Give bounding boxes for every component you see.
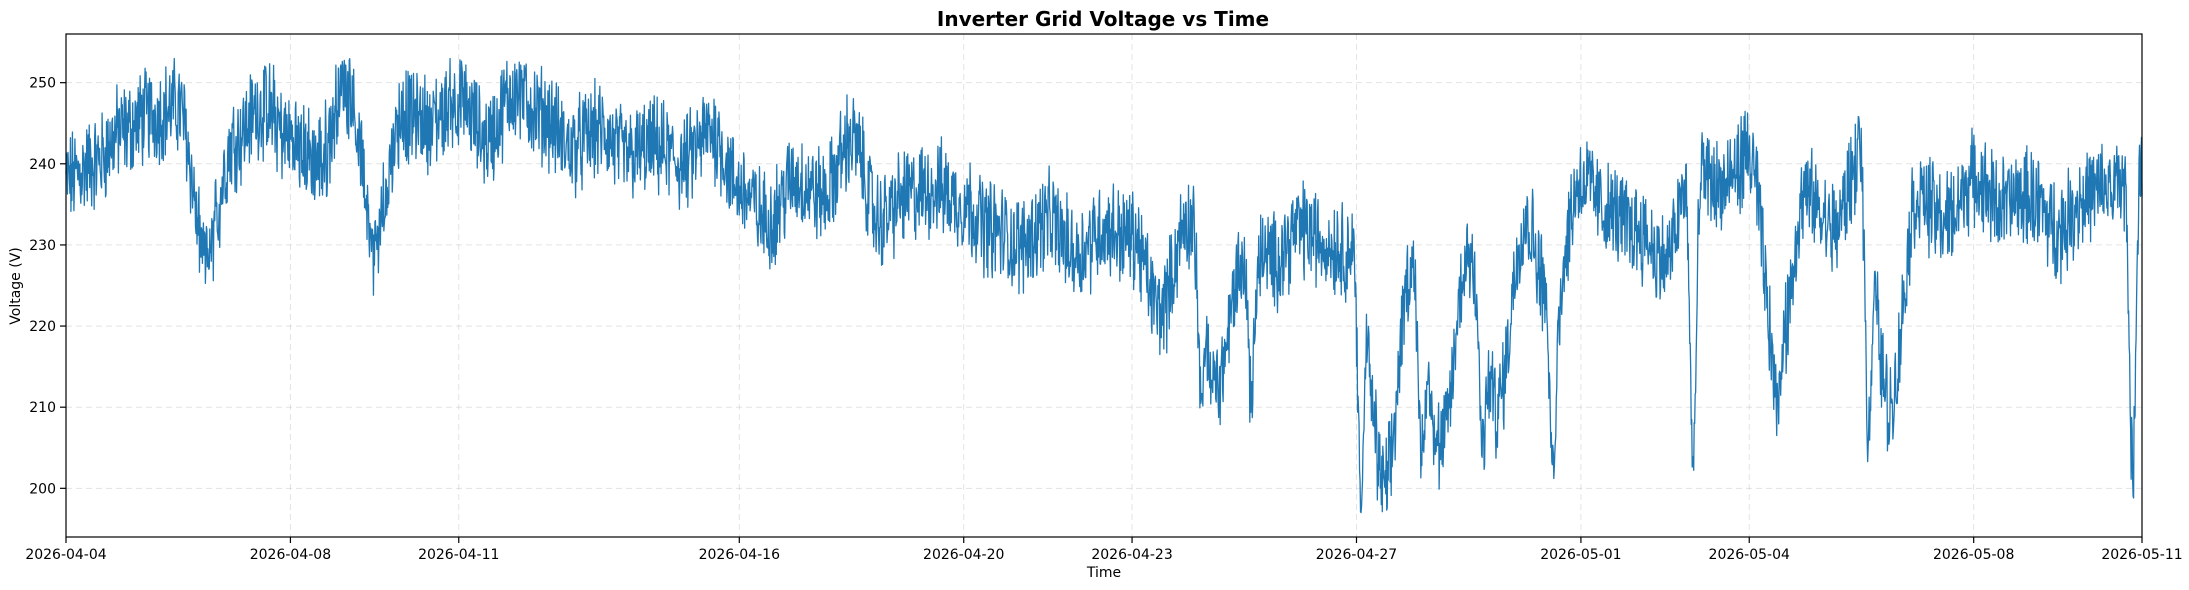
chart-title: Inverter Grid Voltage vs Time <box>937 7 1269 31</box>
y-tick-label: 210 <box>29 400 56 416</box>
x-tick-label: 2026-04-08 <box>250 547 331 563</box>
x-tick-label: 2026-05-08 <box>1933 547 2014 563</box>
y-tick-label: 230 <box>29 238 56 254</box>
y-tick-label: 240 <box>29 157 56 173</box>
x-tick-label: 2026-04-04 <box>25 547 106 563</box>
x-tick-label: 2026-05-04 <box>1709 547 1790 563</box>
x-tick-label: 2026-04-20 <box>923 547 1004 563</box>
y-tick-label: 220 <box>29 319 56 335</box>
y-tick-label: 200 <box>29 481 56 497</box>
voltage-series-line <box>65 57 2143 514</box>
x-axis-label: Time <box>1086 565 1121 581</box>
y-axis: 200 210 220 230 240 250 <box>29 76 66 497</box>
grid <box>65 34 2143 537</box>
y-tick-label: 250 <box>29 76 56 92</box>
x-tick-label: 2026-04-23 <box>1091 547 1172 563</box>
y-axis-label: Voltage (V) <box>8 247 24 324</box>
x-axis: 2026-04-04 2026-04-08 2026-04-11 2026-04-16… <box>25 537 2183 563</box>
x-tick-label: 2026-04-11 <box>418 547 499 563</box>
x-tick-label: 2026-04-16 <box>699 547 780 563</box>
x-tick-label: 2026-05-11 <box>2101 547 2182 563</box>
x-tick-label: 2026-05-01 <box>1540 547 1621 563</box>
plot-frame <box>65 33 2143 538</box>
plot-area <box>65 57 2143 514</box>
x-tick-label: 2026-04-27 <box>1316 547 1397 563</box>
